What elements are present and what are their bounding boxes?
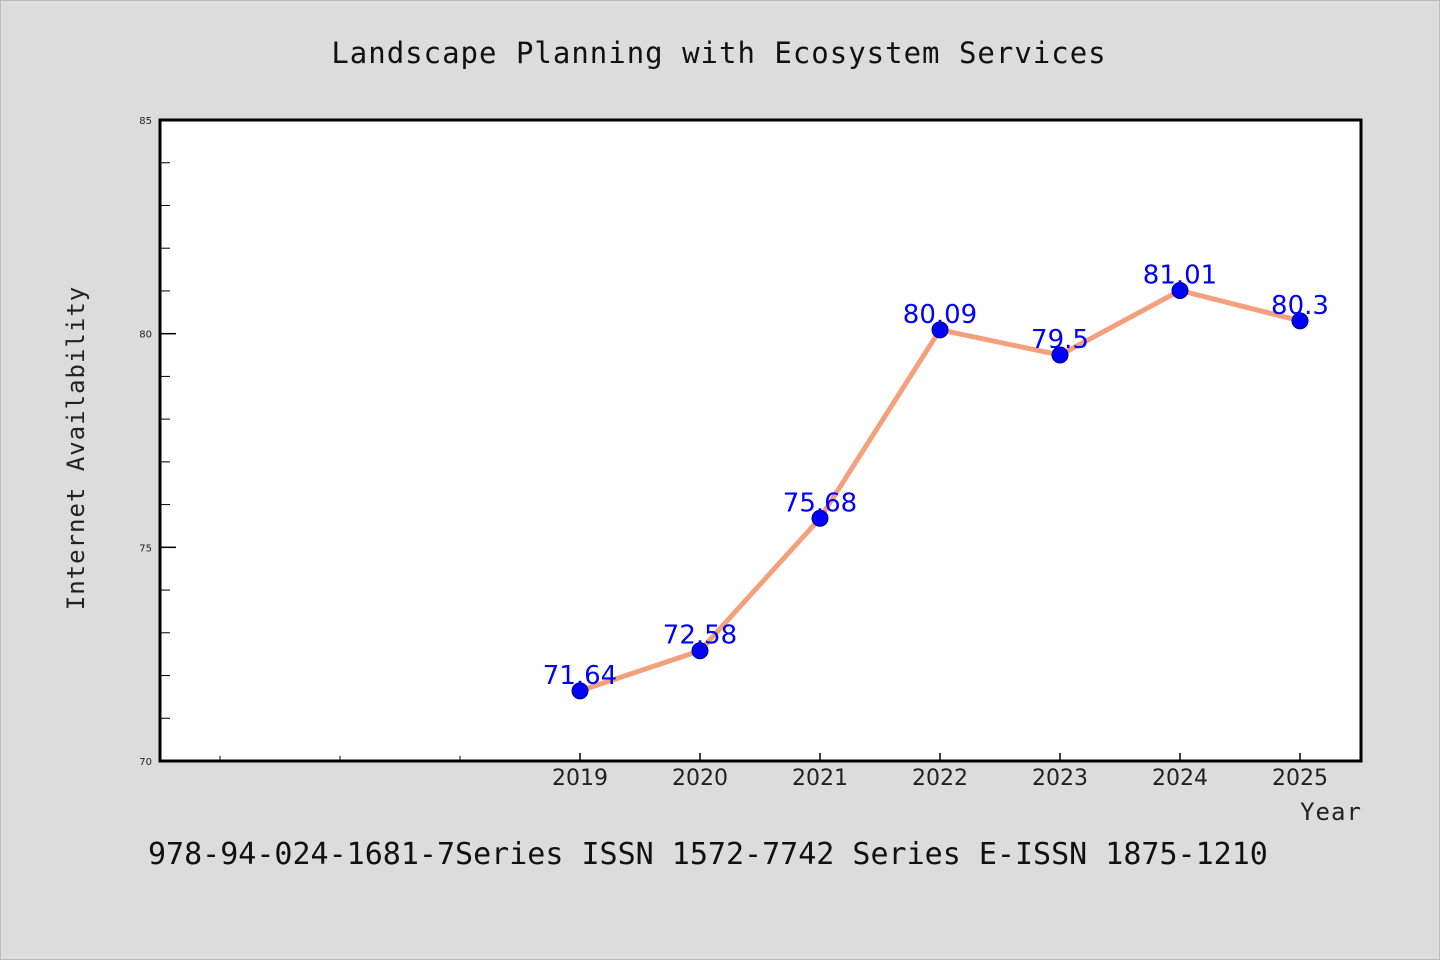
x-tick-label: 2024 <box>1152 766 1208 791</box>
x-tick-label: 2019 <box>552 766 608 791</box>
y-axis-label: Internet Availability <box>62 286 90 610</box>
data-labels: 71.64 72.58 75.68 80.09 79.5 81.01 80.3 <box>543 261 1329 691</box>
data-point <box>931 321 949 339</box>
y-tick-label: 70 <box>139 757 152 768</box>
data-point <box>691 642 709 660</box>
plot-frame <box>158 118 1363 763</box>
data-point <box>1171 282 1189 300</box>
x-tick-label: 2023 <box>1032 766 1088 791</box>
data-label: 80.3 <box>1271 291 1329 321</box>
isbn-footer: 978-94-024-1681-7Series ISSN 1572-7742 S… <box>148 837 1268 872</box>
data-point <box>1051 346 1069 364</box>
x-tick-label: 2020 <box>672 766 728 791</box>
x-tick-label: 2025 <box>1272 766 1328 791</box>
data-markers <box>571 282 1309 700</box>
data-point <box>1291 312 1309 330</box>
y-tick-label: 75 <box>139 543 152 554</box>
data-label: 75.68 <box>783 488 857 518</box>
data-label: 72.58 <box>663 621 737 651</box>
x-tick-label: 2021 <box>792 766 848 791</box>
y-tick-label: 85 <box>139 116 152 127</box>
data-label: 71.64 <box>543 661 617 691</box>
plot-area <box>160 120 1361 761</box>
data-label: 79.5 <box>1031 325 1089 355</box>
x-axis-label: Year <box>1300 798 1362 826</box>
y-tick-label: 80 <box>139 330 152 341</box>
data-label: 80.09 <box>903 300 977 330</box>
chart-title: Landscape Planning with Ecosystem Servic… <box>331 36 1106 70</box>
data-point <box>811 509 829 527</box>
data-label: 81.01 <box>1143 261 1217 291</box>
data-point <box>571 682 589 700</box>
x-tick-label: 2022 <box>912 766 968 791</box>
x-axis-ticks: 2019 2020 2021 2022 2023 2024 2025 <box>552 753 1328 791</box>
